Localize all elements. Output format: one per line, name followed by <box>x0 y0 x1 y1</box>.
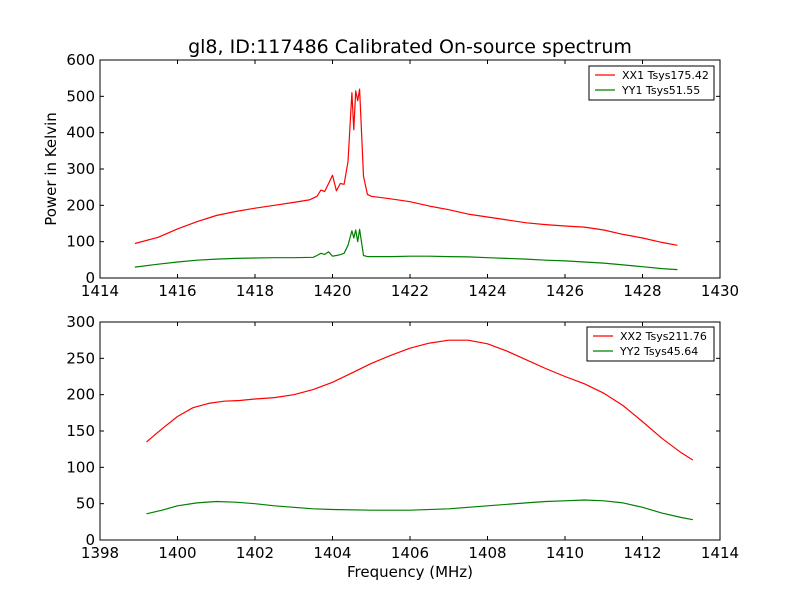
bottom-x-tick-label: 1404 <box>313 544 351 562</box>
top-y-tick-label: 400 <box>66 124 95 142</box>
top-legend-label-2: YY1 Tsys51.55 <box>621 84 700 97</box>
top-x-tick-label: 1422 <box>391 282 429 300</box>
top-series-line-1 <box>134 88 678 246</box>
bottom-x-tick-label: 1408 <box>468 544 506 562</box>
top-y-tick-label: 0 <box>85 269 95 287</box>
bottom-legend-label-2: YY2 Tsys45.64 <box>619 345 698 358</box>
bottom-series-line-2 <box>146 499 694 521</box>
bottom-x-tick-label: 1412 <box>623 544 661 562</box>
top-y-tick-label: 300 <box>66 160 95 178</box>
bottom-y-tick-label: 100 <box>66 458 95 476</box>
top-x-tick-label: 1430 <box>701 282 739 300</box>
bottom-x-tick-label: 1398 <box>81 544 119 562</box>
top-y-tick-label: 600 <box>66 51 95 69</box>
top-x-tick-label: 1416 <box>158 282 196 300</box>
bottom-subplot: Frequency (MHz) 1398 1400 1402 1404 1406 1408… <box>66 313 739 581</box>
top-y-tick-label: 500 <box>66 87 95 105</box>
top-x-tick-label: 1414 <box>81 282 119 300</box>
top-x-tick-label: 1428 <box>623 282 661 300</box>
bottom-legend-box <box>586 326 715 362</box>
bottom-y-tick-label: 200 <box>66 386 95 404</box>
top-x-tick-label: 1426 <box>546 282 584 300</box>
bottom-y-tick-label: 0 <box>85 531 95 549</box>
top-y-tick-label: 100 <box>66 233 95 251</box>
bottom-y-tick-label: 300 <box>66 313 95 331</box>
bottom-legend-label-1: XX2 Tsys211.76 <box>620 330 707 343</box>
bottom-y-tick-label: 50 <box>76 495 95 513</box>
top-x-tick-label: 1418 <box>236 282 274 300</box>
top-y-axis-label: Power in Kelvin <box>42 112 60 226</box>
top-x-tick-label: 1420 <box>313 282 351 300</box>
top-y-tick-label: 200 <box>66 196 95 214</box>
top-chart-title: gl8, ID:117486 Calibrated On-source spec… <box>188 36 632 58</box>
top-legend: XX1 Tsys175.42 YY1 Tsys51.55 <box>588 65 715 101</box>
bottom-x-tick-label: 1406 <box>391 544 429 562</box>
bottom-x-tick-label: 1414 <box>701 544 739 562</box>
bottom-x-tick-label: 1410 <box>546 544 584 562</box>
bottom-series-line-1 <box>146 339 694 461</box>
top-x-tick-label: 1424 <box>468 282 506 300</box>
bottom-x-tick-label: 1400 <box>158 544 196 562</box>
bottom-legend: XX2 Tsys211.76 YY2 Tsys45.64 <box>586 326 715 362</box>
bottom-y-tick-label: 150 <box>66 422 95 440</box>
bottom-x-axis-label: Frequency (MHz) <box>347 563 473 581</box>
bottom-x-tick-label: 1402 <box>236 544 274 562</box>
top-legend-label-1: XX1 Tsys175.42 <box>622 69 709 82</box>
top-subplot: gl8, ID:117486 Calibrated On-source spec… <box>42 36 739 300</box>
top-series-line-2 <box>134 228 678 271</box>
top-legend-box <box>588 65 715 101</box>
bottom-y-tick-label: 250 <box>66 349 95 367</box>
